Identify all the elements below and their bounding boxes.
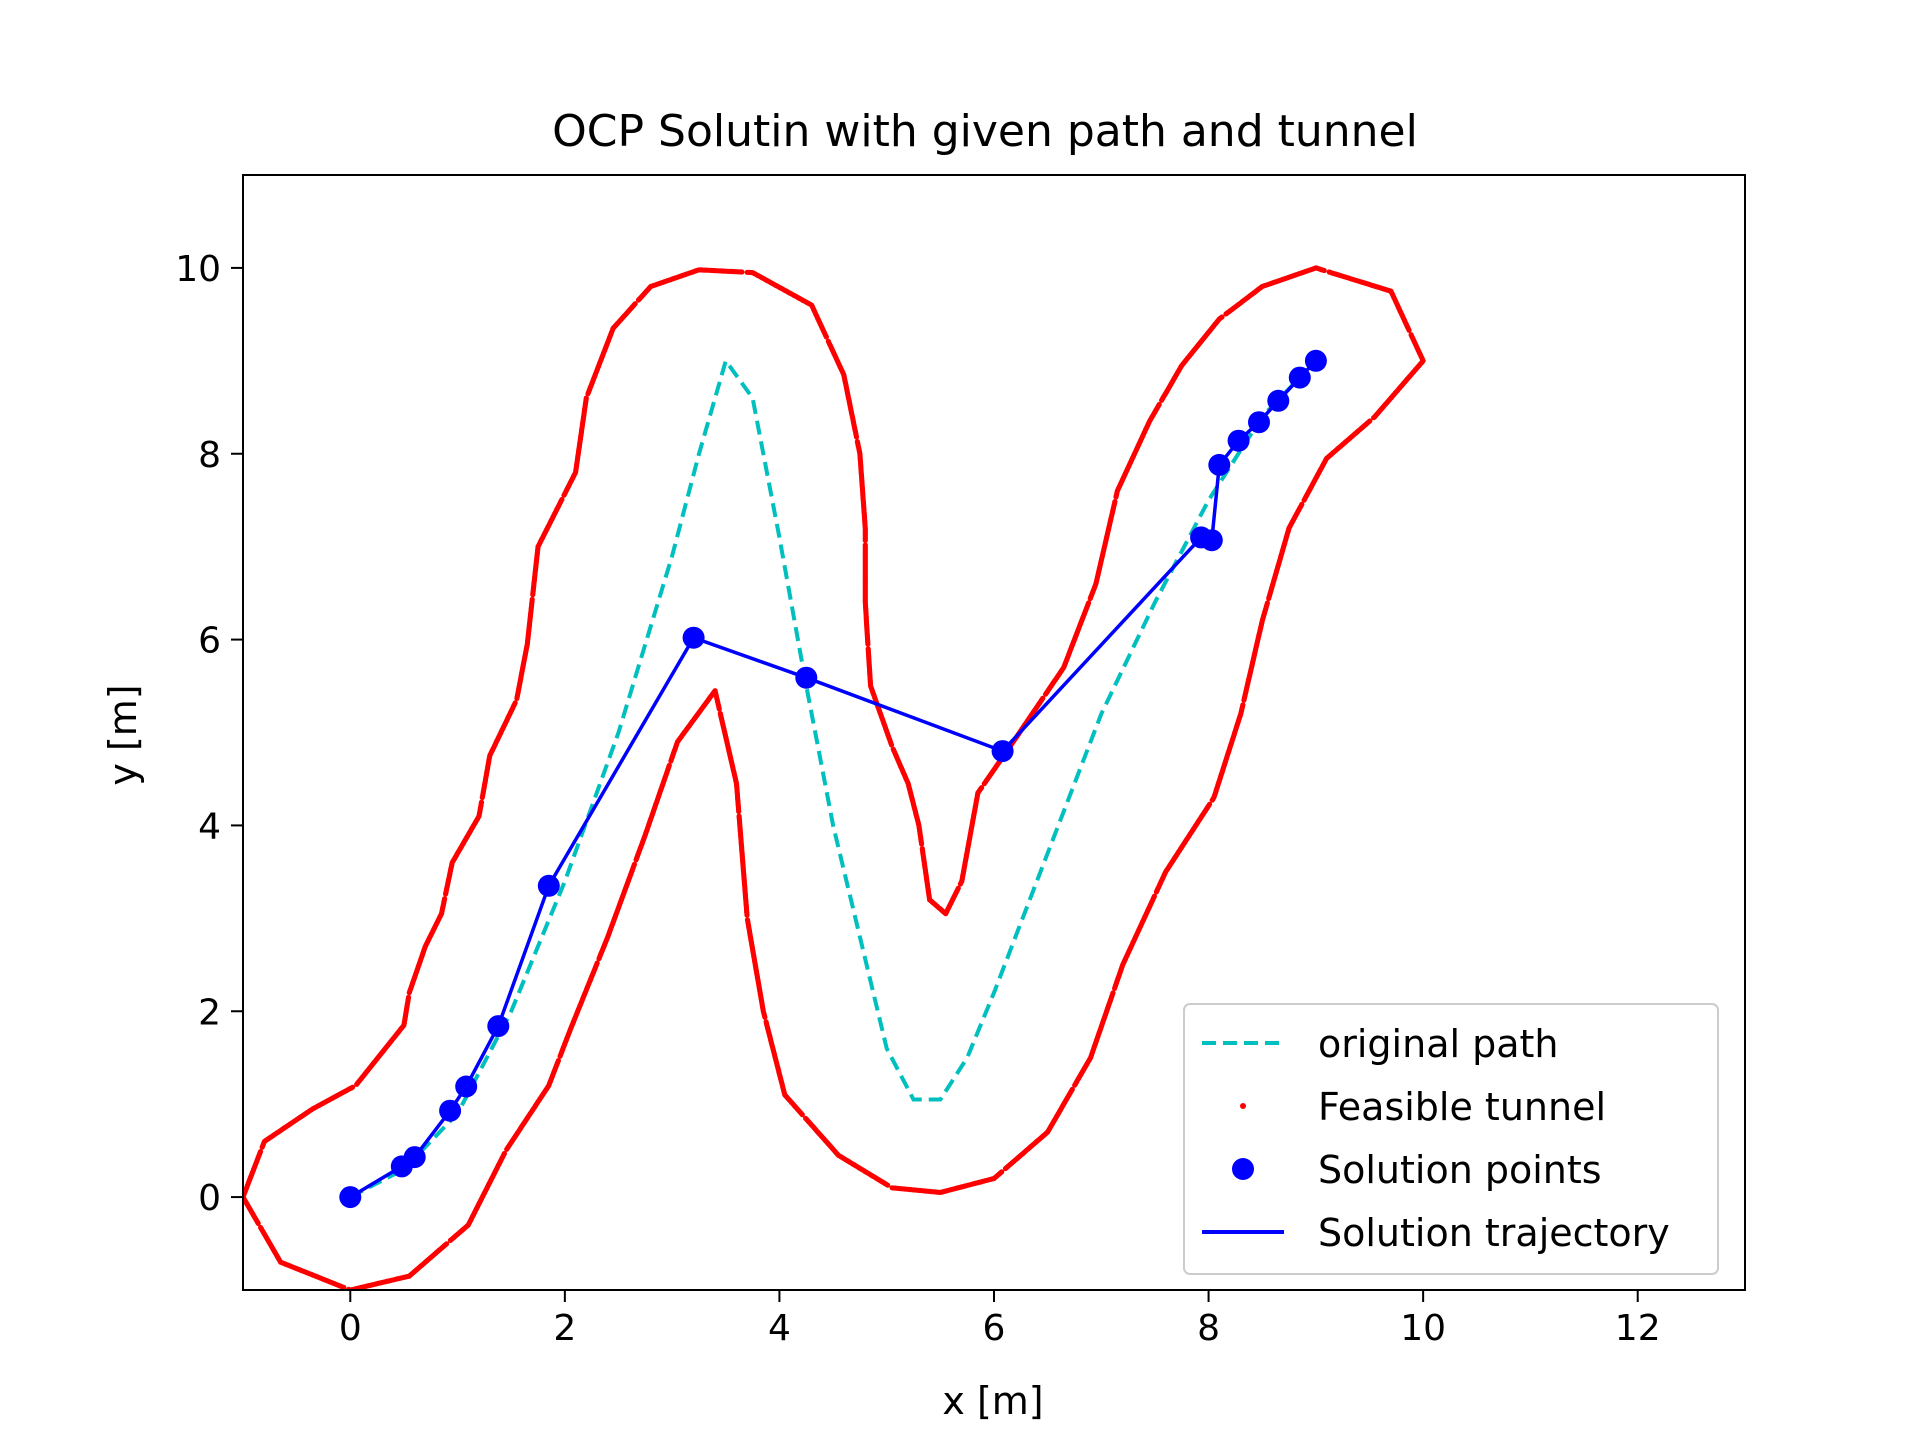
tunnel-point <box>716 706 722 712</box>
tunnel-point <box>666 762 672 769</box>
x-tick-label: 12 <box>1615 1308 1661 1349</box>
ticks-layer: 0 2 4 6 8 10 12 0 2 4 6 8 10 <box>175 249 1660 1349</box>
tunnel-point <box>736 808 742 815</box>
tunnel-point <box>1223 311 1229 317</box>
solution-point-marker <box>1200 529 1223 552</box>
solution-points-series <box>339 349 1327 1209</box>
legend-label-original-path: original path <box>1318 1022 1559 1066</box>
solution-point-marker <box>1248 411 1270 434</box>
legend-swatch-feasible-tunnel <box>1240 1103 1246 1109</box>
x-tick-label: 2 <box>553 1308 576 1349</box>
tunnel-point <box>561 492 567 498</box>
tunnel-point <box>799 1112 805 1118</box>
tunnel-point <box>957 881 964 887</box>
y-axis-label: y [m] <box>101 684 145 785</box>
tunnel-point <box>1043 691 1049 697</box>
solution-point-marker <box>1288 366 1311 389</box>
tunnel-point <box>885 1182 891 1188</box>
plot-content <box>243 265 1426 1290</box>
legend-swatch-solution-points <box>1232 1158 1254 1180</box>
y-tick-label: 10 <box>175 249 221 290</box>
tunnel-point <box>259 1144 265 1150</box>
tunnel-point <box>825 338 832 344</box>
solution-point-marker <box>1267 389 1290 412</box>
tunnel-point <box>1240 702 1246 708</box>
x-tick-label: 10 <box>1400 1308 1446 1349</box>
tunnel-point <box>1159 397 1165 403</box>
y-tick-label: 2 <box>198 992 221 1033</box>
y-tick-label: 8 <box>198 435 221 476</box>
legend-label-solution-trajectory: Solution trajectory <box>1318 1211 1670 1255</box>
tunnel-point <box>1110 990 1116 996</box>
solution-point-marker <box>403 1146 426 1169</box>
tunnel-point <box>501 1150 507 1157</box>
tunnel-point <box>530 592 536 598</box>
legend-label-feasible-tunnel: Feasible tunnel <box>1318 1085 1606 1129</box>
legend-label-solution-points: Solution points <box>1318 1148 1602 1192</box>
solution-point-marker <box>339 1186 362 1209</box>
solution-point-marker <box>682 626 705 649</box>
x-tick-label: 0 <box>339 1308 362 1349</box>
tunnel-point <box>444 1241 450 1247</box>
tunnel-point <box>744 269 750 275</box>
tunnel-point <box>854 439 861 445</box>
y-tick-label: 4 <box>198 806 221 847</box>
x-axis-label: x [m] <box>942 1379 1043 1423</box>
tunnel-point <box>1367 418 1373 424</box>
tunnel-point <box>999 1169 1005 1175</box>
tunnel-point <box>594 960 600 966</box>
tunnel-point <box>1264 600 1270 606</box>
solution-point-marker <box>439 1099 462 1122</box>
tunnel-point <box>1206 801 1213 807</box>
tunnel-point <box>354 1081 360 1087</box>
tunnel-point <box>585 391 591 397</box>
tunnel-point <box>1069 1086 1075 1092</box>
chart-title: OCP Solutin with given path and tunnel <box>552 106 1418 157</box>
tunnel-point <box>631 861 638 867</box>
tunnel-point <box>762 1014 768 1020</box>
solution-point-marker <box>455 1075 478 1098</box>
tunnel-point <box>1087 595 1093 602</box>
tunnel-point <box>981 781 987 787</box>
tunnel-point <box>635 297 642 303</box>
tunnel-point <box>1326 269 1332 275</box>
original-path-line <box>349 356 1318 1199</box>
tunnel-point <box>1151 893 1157 899</box>
x-tick-label: 6 <box>983 1308 1006 1349</box>
solution-point-marker <box>1208 453 1231 476</box>
solution-point-marker <box>1304 349 1327 372</box>
tunnel-point <box>443 891 449 897</box>
solution-point-marker <box>537 874 560 897</box>
tunnel-point <box>514 695 520 702</box>
tunnel-point <box>479 794 485 801</box>
tunnel-point <box>341 1284 347 1290</box>
tunnel-point <box>865 646 871 652</box>
tunnel-point <box>1113 494 1119 500</box>
tunnel-point <box>406 990 412 996</box>
legend-box <box>1183 1003 1719 1275</box>
x-tick-label: 4 <box>768 1308 791 1349</box>
solution-point-marker <box>1227 429 1250 452</box>
solution-point-marker <box>487 1015 510 1038</box>
tunnel-point <box>1299 501 1305 507</box>
solution-point-marker <box>991 740 1014 763</box>
tunnel-point <box>1408 332 1414 338</box>
y-tick-label: 6 <box>198 621 221 662</box>
x-tick-label: 8 <box>1197 1308 1220 1349</box>
tunnel-point <box>890 746 896 752</box>
feasible-tunnel-series <box>243 265 1426 1290</box>
tunnel-point <box>555 1058 562 1064</box>
legend: original path Feasible tunnel Solution p… <box>1183 1003 1719 1275</box>
solution-point-marker <box>795 666 818 689</box>
tunnel-point <box>862 542 868 548</box>
tunnel-point <box>919 846 925 852</box>
tunnel-point <box>255 1220 261 1226</box>
y-tick-label: 0 <box>198 1178 221 1219</box>
tunnel-point <box>744 912 750 918</box>
